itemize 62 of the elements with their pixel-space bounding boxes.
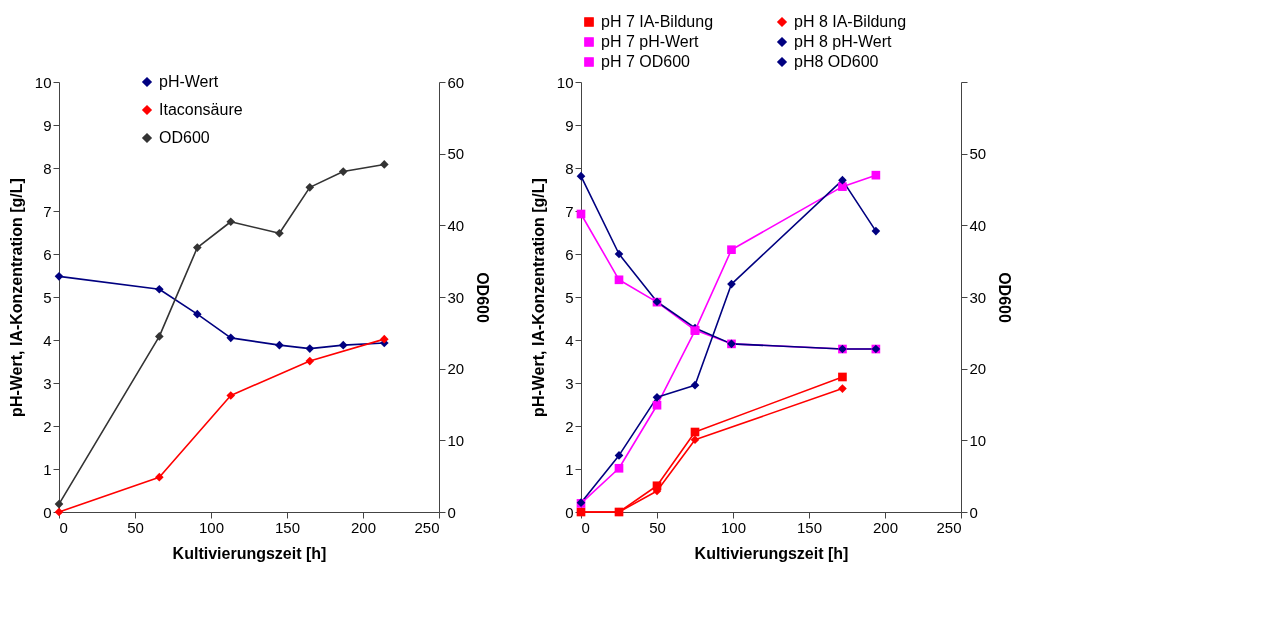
y-tick-label: 3 (565, 374, 574, 392)
x-axis-title: Kultivierungszeit [h] (172, 544, 327, 562)
legend-label: pH 8 IA-Bildung (794, 13, 907, 30)
y2-tick-label: 40 (447, 216, 465, 234)
y-tick-label: 7 (43, 202, 52, 220)
y-tick-label: 0 (43, 503, 52, 521)
y2-axis-title: OD600 (474, 272, 492, 323)
x-tick-label: 150 (274, 518, 301, 536)
x-axis-title: Kultivierungszeit [h] (694, 544, 849, 562)
y2-tick-label: 30 (969, 288, 987, 306)
y-axis-title: pH-Wert, IA-Konzentration [g/L] (7, 178, 25, 417)
y-tick-label: 1 (565, 460, 574, 478)
y-tick-label: 8 (565, 159, 574, 177)
y-tick-label: 8 (43, 159, 52, 177)
y2-tick-label: 30 (447, 288, 465, 306)
y-tick-label: 1 (43, 460, 52, 478)
y2-tick-label: 40 (969, 216, 987, 234)
y-tick-label: 2 (565, 417, 574, 435)
y2-tick-label: 0 (447, 503, 456, 521)
legend-label: pH 7 OD600 (601, 53, 691, 70)
y-tick-label: 3 (43, 374, 52, 392)
y-tick-label: 5 (43, 288, 52, 306)
x-tick-label: 0 (581, 518, 590, 536)
y-tick-label: 10 (34, 73, 52, 91)
x-tick-label: 250 (936, 518, 962, 536)
y2-tick-label: 0 (969, 503, 978, 521)
x-tick-label: 200 (350, 518, 377, 536)
y2-tick-label: 60 (447, 73, 465, 91)
legend-label: pH 7 IA-Bildung (601, 13, 714, 30)
x-tick-label: 100 (198, 518, 225, 536)
y-tick-label: 6 (565, 245, 574, 263)
y2-tick-label: 50 (969, 145, 987, 163)
x-tick-label: 100 (720, 518, 747, 536)
legend-label: pH 8 pH-Wert (794, 33, 893, 50)
y-tick-label: 4 (565, 331, 574, 349)
legend-label: Itaconsäure (159, 101, 243, 118)
y2-tick-label: 20 (969, 360, 987, 378)
y-tick-label: 4 (43, 331, 52, 349)
legend-label: pH-Wert (159, 73, 219, 90)
y-tick-label: 0 (565, 503, 574, 521)
legend-label: pH8 OD600 (794, 53, 879, 70)
legend-label: pH 7 pH-Wert (601, 33, 700, 50)
y2-tick-label: 50 (447, 145, 465, 163)
legend-label: OD600 (159, 129, 210, 146)
x-tick-label: 200 (872, 518, 899, 536)
x-tick-label: 0 (59, 518, 68, 536)
y-axis-title: pH-Wert, IA-Konzentration [g/L] (529, 178, 547, 417)
y2-axis-title: OD600 (996, 272, 1014, 323)
y-tick-label: 10 (556, 73, 574, 91)
x-tick-label: 250 (414, 518, 440, 536)
y-tick-label: 9 (565, 116, 574, 134)
y-tick-label: 7 (565, 202, 574, 220)
y2-tick-label: 10 (447, 431, 465, 449)
y2-tick-label: 10 (969, 431, 987, 449)
y-tick-label: 9 (43, 116, 52, 134)
x-tick-label: 50 (127, 518, 144, 536)
y-tick-label: 2 (43, 417, 52, 435)
x-tick-label: 150 (796, 518, 823, 536)
y-tick-label: 5 (565, 288, 574, 306)
x-tick-label: 50 (649, 518, 666, 536)
y-tick-label: 6 (43, 245, 52, 263)
y2-tick-label: 20 (447, 360, 465, 378)
